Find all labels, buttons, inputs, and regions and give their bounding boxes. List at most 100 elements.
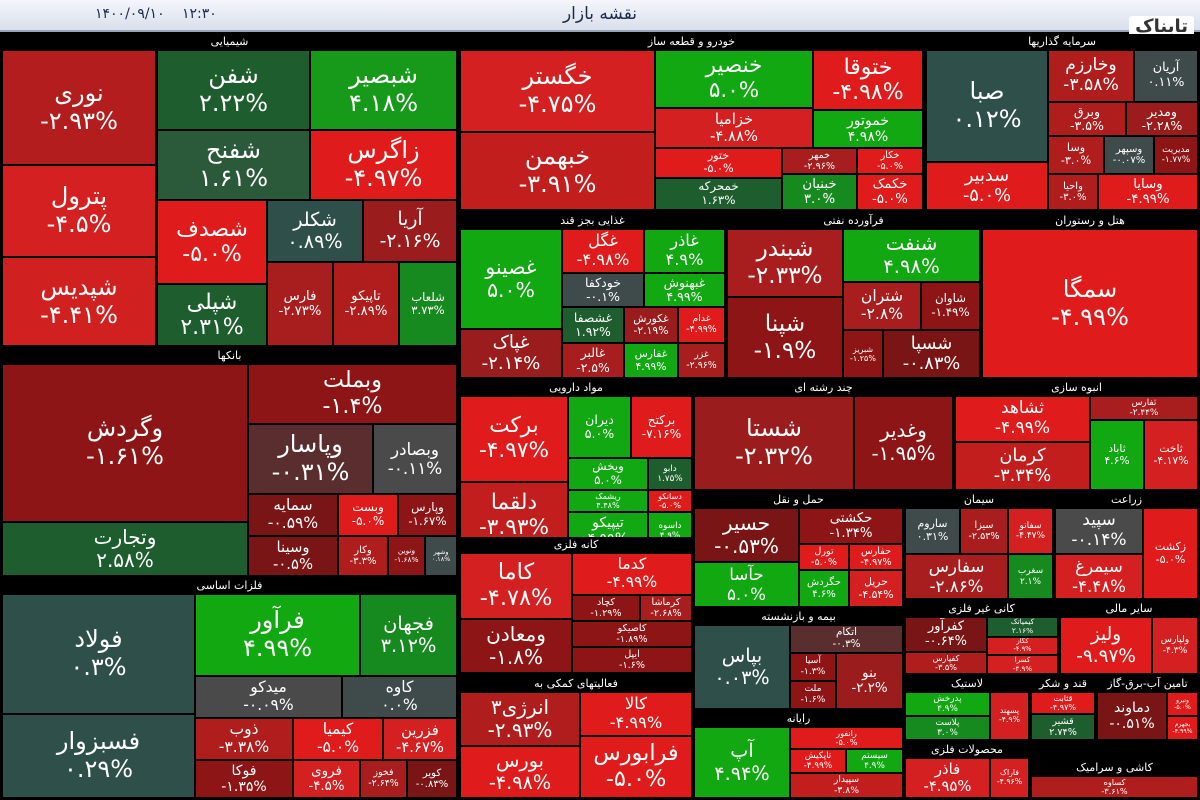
- change: ۵.۰%: [594, 473, 622, 487]
- ticker: غگل: [588, 231, 618, 251]
- tile: دیران ۵.۰%: [568, 396, 631, 458]
- change: -۴.۹۷%: [1049, 702, 1077, 712]
- sector-name: فعالیتهای کمکی به: [534, 677, 618, 690]
- tile: ونیرو -۵.۰%: [1167, 692, 1198, 716]
- tile: فروی -۴.۵%: [293, 760, 360, 798]
- tile: خمهر -۲.۹۶%: [782, 148, 857, 174]
- change: -۵.۰%: [872, 192, 908, 207]
- ticker: حکشتی: [829, 510, 873, 526]
- change: -۵.۰%: [182, 242, 242, 267]
- change: -۴.۵%: [308, 779, 345, 794]
- change: -۴.۷۵%: [518, 90, 597, 118]
- change: -۴.۹۶%: [996, 777, 1023, 786]
- change: ۴.۹۹%: [635, 359, 667, 373]
- change: -۴.۹۹%: [994, 418, 1051, 438]
- ticker: دیران: [585, 411, 614, 427]
- ticker: پسهند: [999, 706, 1020, 716]
- ticker: سمایه: [273, 496, 313, 515]
- tile: وپارس -۱.۶۷%: [398, 494, 457, 536]
- sector-name: رایانه: [786, 712, 811, 725]
- change: -۲.۹۶%: [803, 161, 836, 172]
- change: ۴.۹۹%: [666, 289, 703, 304]
- tile: شصدف -۵.۰%: [157, 200, 267, 284]
- ticker: وگردش: [86, 414, 164, 443]
- tile: وسایا -۴.۹۹%: [1098, 174, 1198, 210]
- change: -۴.۹۹%: [686, 324, 717, 335]
- tile: شاوان -۱.۴۹%: [921, 282, 980, 330]
- ticker: ونوین: [397, 546, 416, 556]
- change: -۳.۳۴%: [993, 466, 1052, 486]
- ticker: دابو: [663, 463, 677, 474]
- tile: خنصیر ۵.۰%: [655, 50, 813, 108]
- change: -۲.۶۸%: [650, 608, 682, 619]
- tile: غصینو ۵.۰%: [460, 229, 562, 329]
- ticker: آریا: [397, 209, 423, 231]
- tile: کدما -۴.۹۹%: [572, 553, 692, 595]
- tile: کیمیاتک ۲.۱۶%: [987, 617, 1058, 637]
- ticker: ولیز: [1090, 624, 1122, 646]
- ticker: سیزا: [974, 519, 994, 531]
- ticker: کدما: [617, 555, 647, 574]
- tile: حآسا ۵.۰%: [694, 562, 799, 607]
- tile: برکت -۴.۹۷%: [460, 396, 568, 482]
- ticker: فرآور: [250, 606, 305, 635]
- change: ۴.۹%: [937, 704, 958, 714]
- sector-name: شیمیایی: [210, 35, 249, 48]
- ticker: اتکام: [835, 626, 858, 639]
- tile: خبهمن -۳.۹۱%: [460, 132, 655, 210]
- ticker: خودکفا: [584, 274, 622, 290]
- ticker: واحیا: [1063, 180, 1083, 192]
- tile: فسبزوار ۰.۲۹%: [2, 714, 195, 798]
- tile: پلاست ۳.۰%: [905, 716, 990, 740]
- ticker: ختوقا: [843, 54, 893, 80]
- change: -۳.۵%: [1069, 118, 1104, 133]
- tile: حفارس -۴.۹۷%: [849, 544, 903, 570]
- tile: آریا -۲.۱۶%: [363, 200, 457, 262]
- tile: ونوین -۱.۶۸%: [388, 536, 425, 576]
- ticker: کالا: [625, 694, 647, 714]
- ticker: خکمک: [872, 176, 908, 192]
- tile: ایپل -۱.۶%: [572, 647, 692, 673]
- change: -۲.۳۲%: [735, 442, 813, 470]
- ticker: غپاک: [492, 331, 530, 353]
- change: -۰.۱۱%: [387, 458, 443, 478]
- change: -۳.۵%: [935, 662, 957, 672]
- change: -۲.۳۳%: [747, 262, 823, 289]
- tile: ثاباد ۴.۶%: [1090, 420, 1144, 490]
- tile: وشهر ۰.۱۸%: [425, 536, 457, 576]
- tile: شپنا -۱.۹%: [727, 297, 843, 378]
- tile: فاذر -۴.۹۵%: [905, 758, 990, 798]
- tile: فارس -۲.۷۳%: [267, 262, 333, 346]
- ticker: وخارزم: [1065, 55, 1117, 76]
- sector-name: کانه فلزی: [553, 538, 599, 551]
- ticker: وبرق: [1073, 103, 1101, 119]
- ticker: وبصادر: [390, 438, 440, 459]
- ticker: کیمیاتک: [1010, 617, 1035, 627]
- change: ۲.۷۴%: [1049, 727, 1077, 738]
- tile: وبصادر -۰.۱۱%: [373, 424, 457, 494]
- ticker: شصدف: [176, 216, 248, 242]
- ticker: ثاباد: [1108, 441, 1126, 455]
- sector-name: فلزات اساسی: [196, 579, 263, 592]
- tile: ولیز -۹.۹۷%: [1060, 617, 1152, 674]
- ticker: کفرآور: [928, 618, 964, 634]
- tile: خکمک -۵.۰%: [857, 174, 923, 210]
- ticker: شبریز: [852, 344, 874, 354]
- change: -۲.۵۳%: [968, 531, 1000, 542]
- change: ۳.۰%: [937, 728, 958, 738]
- tile: فولاد ۰.۳%: [2, 594, 195, 714]
- tile: غزر -۲.۹۶%: [678, 343, 725, 378]
- change: -۴.۴۱%: [40, 300, 118, 329]
- tile: صبا ۰.۱۲%: [926, 50, 1048, 162]
- tile: شتران -۲.۸%: [843, 282, 921, 330]
- tile: حسیر -۰.۵۳%: [694, 508, 799, 562]
- tile: ملت -۱.۶%: [790, 681, 836, 709]
- tile: وکار -۳.۳%: [338, 536, 388, 576]
- ticker: کاصیکو: [617, 622, 647, 634]
- change: ۵.۰%: [708, 78, 760, 103]
- change: ۲.۵۸%: [96, 548, 154, 572]
- sector-name: انبوه سازی: [1051, 381, 1102, 394]
- change: -۲.۱۹%: [633, 324, 669, 337]
- tile: کویر -۰.۸۳%: [407, 760, 457, 798]
